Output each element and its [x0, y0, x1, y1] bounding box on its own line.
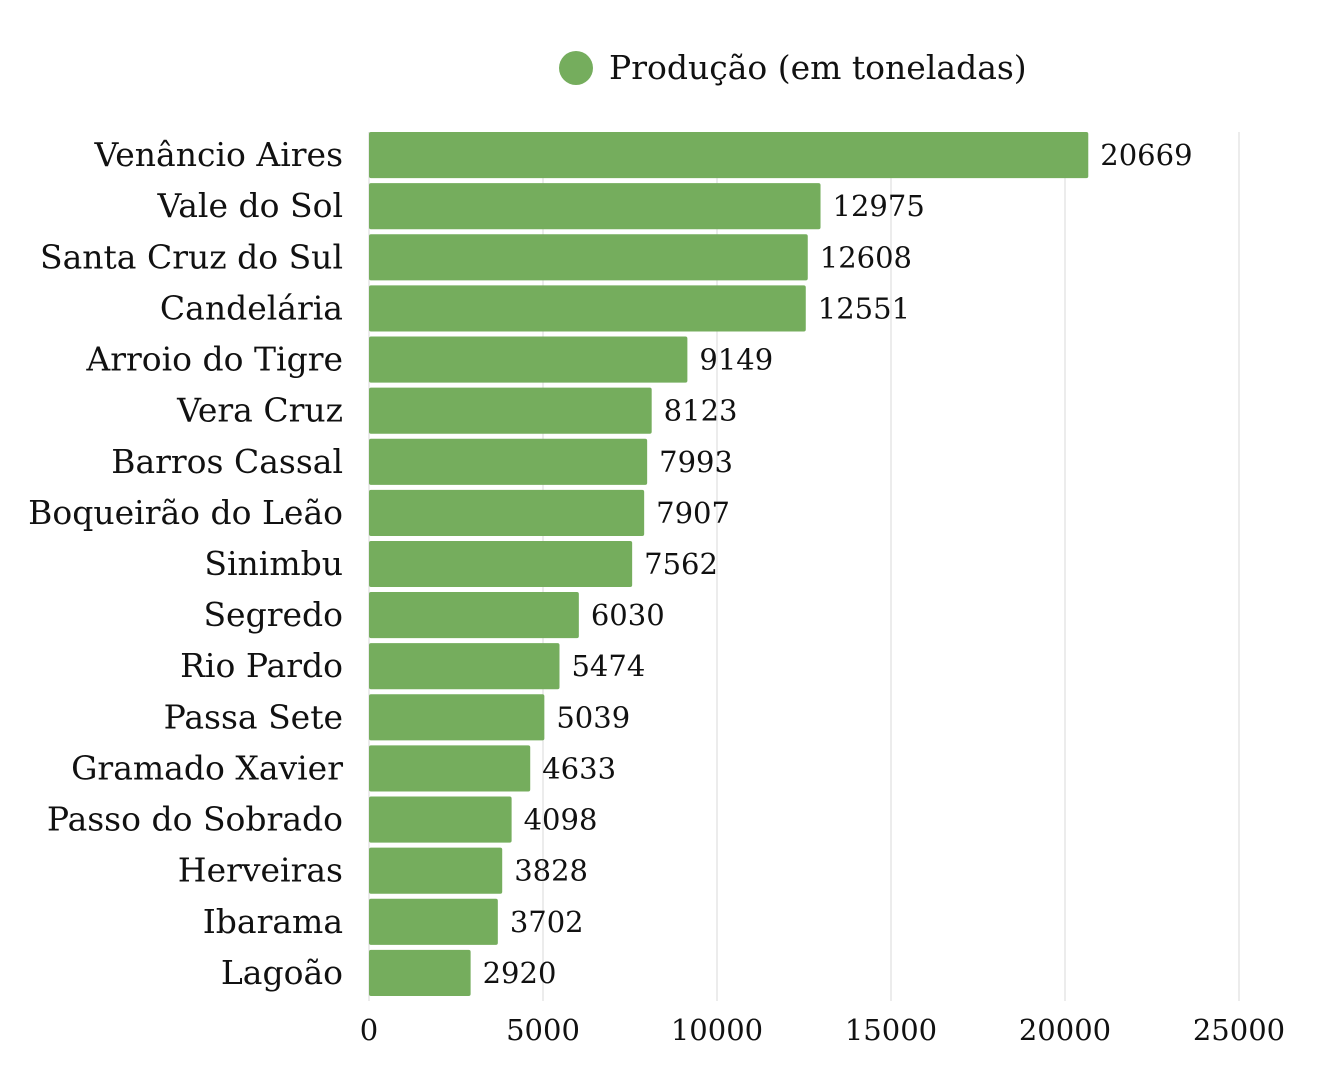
category-label: Segredo	[203, 595, 343, 634]
data-label: 5474	[571, 649, 645, 683]
bar	[369, 438, 648, 485]
bar	[369, 694, 545, 741]
category-label: Rio Pardo	[180, 646, 343, 685]
category-label: Gramado Xavier	[71, 748, 343, 787]
data-label: 12608	[820, 240, 912, 274]
category-label: Vera Cruz	[176, 391, 343, 430]
data-label: 20669	[1100, 138, 1192, 172]
category-label: Sinimbu	[204, 544, 343, 583]
data-label: 4633	[542, 751, 616, 785]
data-label: 8123	[664, 394, 738, 428]
x-tick-label: 10000	[671, 1013, 763, 1047]
bar	[369, 898, 498, 945]
data-label: 5039	[556, 700, 630, 734]
category-label: Herveiras	[178, 851, 343, 890]
bar	[369, 540, 633, 588]
bar	[369, 234, 808, 281]
bar	[369, 336, 688, 383]
bar	[369, 643, 560, 690]
bar	[369, 132, 1089, 179]
data-label: 2920	[483, 956, 557, 990]
data-label: 3702	[510, 905, 584, 939]
x-tick-label: 0	[360, 1013, 378, 1047]
bar	[369, 796, 512, 843]
category-label: Boqueirão do Leão	[28, 493, 343, 532]
data-label: 12551	[818, 291, 910, 325]
legend-marker	[559, 51, 593, 85]
data-label: 4098	[524, 803, 598, 837]
bar	[369, 387, 652, 434]
bar	[369, 183, 821, 230]
category-label: Passa Sete	[164, 697, 343, 736]
category-label: Santa Cruz do Sul	[40, 237, 343, 276]
category-label: Lagoão	[221, 953, 343, 992]
legend-label: Produção (em toneladas)	[609, 48, 1027, 87]
bar	[369, 745, 531, 792]
data-label: 7993	[659, 445, 733, 479]
data-label: 7562	[644, 547, 718, 581]
bar	[369, 949, 471, 996]
bars: Venâncio Aires 20669 Vale do Sol 12975 Santa…	[28, 132, 1193, 996]
bar	[369, 285, 806, 332]
bar	[369, 592, 579, 639]
category-label: Candelária	[160, 288, 343, 327]
x-tick-label: 15000	[845, 1013, 937, 1047]
data-label: 6030	[591, 598, 665, 632]
category-label: Arroio do Tigre	[85, 340, 343, 379]
category-label: Passo do Sobrado	[47, 800, 343, 839]
x-tick-label: 20000	[1019, 1013, 1111, 1047]
bar	[369, 847, 503, 894]
legend: Produção (em toneladas)	[559, 48, 1027, 87]
data-label: 12975	[833, 189, 925, 223]
x-tick-label: 5000	[506, 1013, 580, 1047]
category-label: Venâncio Aires	[93, 135, 343, 174]
data-label: 3828	[514, 854, 588, 888]
data-label: 9149	[699, 343, 773, 377]
category-label: Ibarama	[203, 902, 343, 941]
category-label: Vale do Sol	[156, 186, 343, 225]
x-tick-label: 25000	[1193, 1013, 1285, 1047]
data-label: 7907	[656, 496, 730, 530]
bar	[369, 489, 645, 536]
category-label: Barros Cassal	[111, 442, 343, 481]
